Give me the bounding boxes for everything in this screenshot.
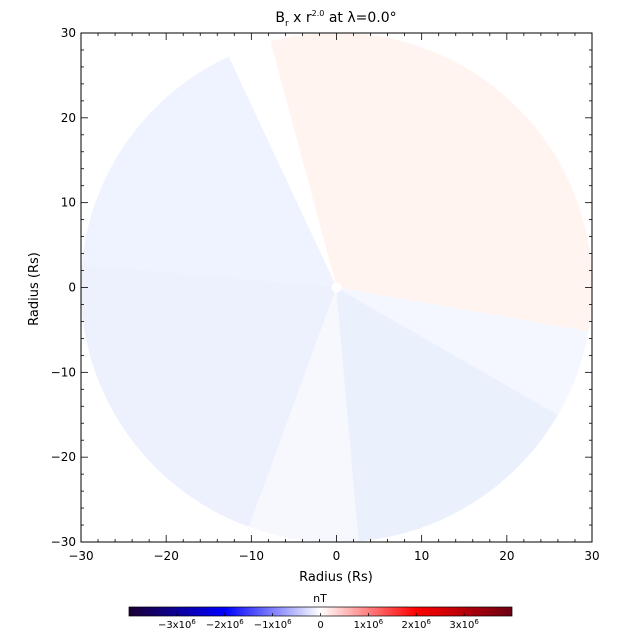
y-tick-label: −10 [51,365,76,379]
colorbar-tick-label: 1x106 [354,618,384,631]
colorbar-tick-label: −2x106 [206,618,244,631]
colorbar-unit: nT [313,592,327,605]
field-sector-negative [81,56,337,288]
y-tick-label: 30 [61,26,76,40]
y-tick-label: 10 [61,196,76,210]
x-tick-label: −20 [154,549,179,563]
field-sector-negative [336,287,589,416]
x-tick-label: 30 [584,549,599,563]
field-sector-negative [248,287,360,542]
x-tick-label: −10 [239,549,264,563]
y-tick-label: 0 [68,281,76,295]
title-mid: x r [289,10,312,26]
colorbar-tick-label: 0 [317,620,323,631]
field-map [81,33,592,542]
axis-ticks: −30 −20 −10 0 10 20 30 −30 −20 −10 0 10 20 30 [51,26,600,563]
y-tick-label: 20 [61,111,76,125]
y-tick-label: −30 [51,535,76,549]
colorbar-tick-label: 2x106 [402,618,432,631]
y-axis-label: Radius (Rs) [27,252,42,326]
x-tick-label: 20 [499,549,514,563]
x-tick-label: 0 [333,549,341,563]
central-body [331,282,342,293]
field-sector-negative [336,287,559,542]
colorbar-ticks: −3x106 −2x106 −1x106 0 1x106 2x106 3x106 [158,613,479,631]
colorbar-tick-label: −3x106 [158,618,196,631]
field-sector-negative [81,265,337,527]
title-base-sub: r [285,19,289,29]
chart-title: Br x r2.0 at λ=0.0° [275,9,396,29]
title-tail: at λ=0.0° [324,10,396,26]
colorbar-tick-label: 3x106 [449,618,479,631]
x-tick-label: 10 [414,549,429,563]
y-tick-label: −20 [51,450,76,464]
x-tick-label: −30 [68,549,93,563]
title-mid-sup: 2.0 [312,9,325,18]
x-axis-label: Radius (Rs) [299,570,373,585]
colorbar-tick-label: −1x106 [254,618,292,631]
title-base: B [275,10,285,26]
